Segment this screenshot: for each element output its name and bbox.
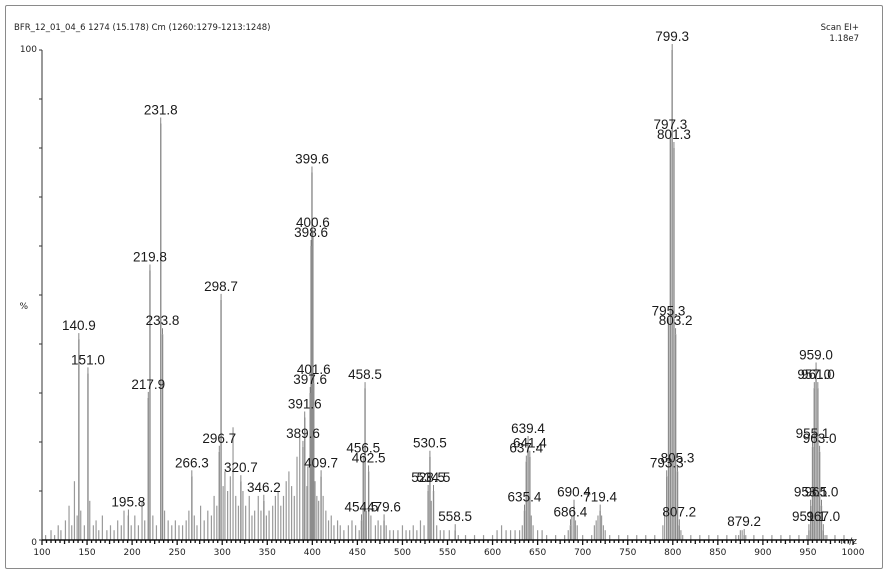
x-tick-label-450: 450 bbox=[349, 548, 366, 558]
peak-label-807.2: 807.2 bbox=[662, 504, 696, 519]
chart-frame bbox=[5, 5, 883, 569]
x-tick-label-550: 550 bbox=[439, 548, 456, 558]
peak-label-462.5: 462.5 bbox=[352, 450, 386, 465]
peak-label-963.0: 963.0 bbox=[803, 431, 837, 446]
peak-label-456.5: 456.5 bbox=[346, 441, 380, 456]
peak-label-959.0: 959.0 bbox=[799, 348, 833, 363]
peak-label-346.2: 346.2 bbox=[247, 480, 281, 495]
x-tick-label-200: 200 bbox=[124, 548, 141, 558]
peak-label-690.4: 690.4 bbox=[557, 485, 591, 500]
peak-label-961.0: 961.0 bbox=[801, 367, 835, 382]
peak-label-454.5: 454.5 bbox=[345, 499, 379, 514]
peak-label-391.6: 391.6 bbox=[288, 397, 322, 412]
peak-label-965.0: 965.0 bbox=[805, 485, 839, 500]
header-left-label: BFR_12_01_04_6 1274 (15.178) Cm (1260:12… bbox=[14, 23, 270, 33]
peak-label-719.4: 719.4 bbox=[583, 490, 617, 505]
peak-label-266.3: 266.3 bbox=[175, 455, 209, 470]
peak-label-409.7: 409.7 bbox=[304, 455, 338, 470]
peak-label-217.9: 217.9 bbox=[131, 377, 165, 392]
peak-label-398.6: 398.6 bbox=[294, 225, 328, 240]
peak-label-231.8: 231.8 bbox=[144, 103, 178, 118]
x-tick-label-400: 400 bbox=[304, 548, 321, 558]
x-tick-label-1000: 1000 bbox=[842, 548, 865, 558]
x-tick-label-950: 950 bbox=[799, 548, 816, 558]
peak-label-797.3: 797.3 bbox=[653, 117, 687, 132]
x-tick-label-150: 150 bbox=[78, 548, 95, 558]
peak-label-399.6: 399.6 bbox=[295, 152, 329, 167]
peak-label-530.5: 530.5 bbox=[413, 436, 447, 451]
peak-label-458.5: 458.5 bbox=[348, 367, 382, 382]
peak-label-298.7: 298.7 bbox=[204, 279, 238, 294]
x-tick-label-650: 650 bbox=[529, 548, 546, 558]
peak-label-401.6: 401.6 bbox=[297, 362, 331, 377]
peak-label-639.4: 639.4 bbox=[511, 421, 545, 436]
peak-label-233.8: 233.8 bbox=[146, 313, 180, 328]
peak-label-637.4: 637.4 bbox=[509, 441, 543, 456]
peak-label-397.6: 397.6 bbox=[293, 372, 327, 387]
peak-label-799.3: 799.3 bbox=[655, 29, 689, 44]
peak-label-795.3: 795.3 bbox=[652, 303, 686, 318]
header-scan-label: Scan EI+ bbox=[821, 23, 859, 33]
x-tick-label-350: 350 bbox=[259, 548, 276, 558]
peak-label-400.6: 400.6 bbox=[296, 215, 330, 230]
peak-label-320.7: 320.7 bbox=[224, 460, 258, 475]
x-tick-label-300: 300 bbox=[214, 548, 231, 558]
peak-label-389.6: 389.6 bbox=[286, 426, 320, 441]
peak-label-140.9: 140.9 bbox=[62, 318, 96, 333]
minor-peaks-group bbox=[45, 427, 845, 540]
peak-label-953.1: 953.1 bbox=[794, 485, 828, 500]
peak-label-219.8: 219.8 bbox=[133, 250, 167, 265]
axes-group: 100 150 200 250 300 350 400 450 500 550 600 650 700 7… bbox=[33, 49, 865, 558]
x-tick-label-600: 600 bbox=[484, 548, 501, 558]
y-tick-0: 0 bbox=[31, 538, 37, 548]
peak-label-951.1: 951.1 bbox=[792, 509, 826, 524]
peak-label-967.0: 967.0 bbox=[806, 509, 840, 524]
x-tick-label-750: 750 bbox=[619, 548, 636, 558]
peak-label-296.7: 296.7 bbox=[202, 431, 236, 446]
peak-label-635.4: 635.4 bbox=[508, 490, 542, 505]
peak-label-534.5: 534.5 bbox=[417, 470, 451, 485]
peak-label-957.0: 957.0 bbox=[797, 367, 831, 382]
x-tick-label-100: 100 bbox=[33, 548, 50, 558]
x-tick-label-700: 700 bbox=[574, 548, 591, 558]
x-tick-label-800: 800 bbox=[664, 548, 681, 558]
peak-label-479.6: 479.6 bbox=[367, 499, 401, 514]
peak-label-641.4: 641.4 bbox=[513, 436, 547, 451]
peak-label-803.2: 803.2 bbox=[659, 313, 693, 328]
x-tick-label-250: 250 bbox=[169, 548, 186, 558]
x-tick-label-500: 500 bbox=[394, 548, 411, 558]
peak-label-686.4: 686.4 bbox=[554, 504, 588, 519]
y-tick-100: 100 bbox=[20, 45, 37, 55]
header-intensity-label: 1.18e7 bbox=[829, 34, 859, 44]
x-tick-label-900: 900 bbox=[754, 548, 771, 558]
peak-label-151.0: 151.0 bbox=[71, 352, 105, 367]
x-tick-label-850: 850 bbox=[709, 548, 726, 558]
peak-label-558.5: 558.5 bbox=[438, 509, 472, 524]
peak-label-879.2: 879.2 bbox=[727, 514, 761, 529]
peak-label-801.3: 801.3 bbox=[657, 127, 691, 142]
labeled-peaks-group bbox=[78, 50, 824, 540]
peak-label-805.3: 805.3 bbox=[661, 450, 695, 465]
peak-label-955.1: 955.1 bbox=[796, 426, 830, 441]
y-axis-label: % bbox=[19, 302, 28, 312]
peak-label-793.3: 793.3 bbox=[650, 455, 684, 470]
peak-label-195.8: 195.8 bbox=[111, 495, 145, 510]
peak-label-528.5: 528.5 bbox=[411, 470, 445, 485]
